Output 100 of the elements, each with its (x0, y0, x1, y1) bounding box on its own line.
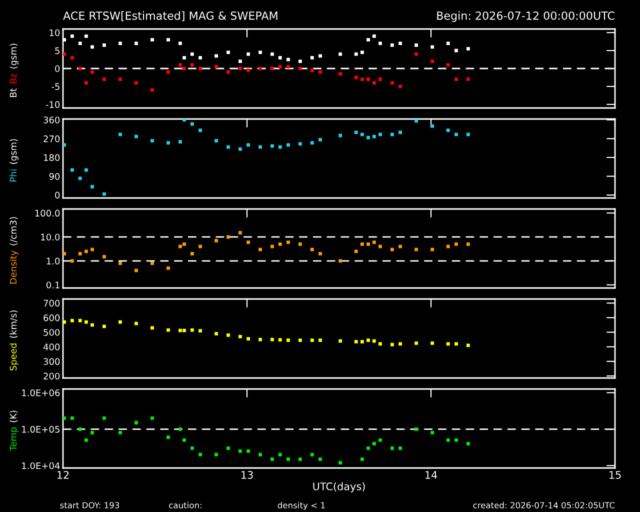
point (178, 244, 182, 248)
point (466, 242, 470, 246)
point (246, 68, 250, 72)
point (270, 66, 274, 70)
point (310, 338, 314, 342)
point (278, 338, 282, 342)
point (378, 244, 382, 248)
point (366, 38, 370, 42)
point (198, 244, 202, 248)
point (238, 66, 242, 70)
point (198, 452, 202, 456)
point (270, 244, 274, 248)
y-axis-title: (/cm3) (10, 217, 18, 246)
text: Phi (10, 170, 16, 182)
point (78, 427, 82, 431)
point (454, 342, 458, 346)
point (454, 48, 458, 52)
point (446, 244, 450, 248)
point (226, 145, 230, 149)
point (360, 457, 364, 461)
point (286, 143, 290, 147)
point (454, 132, 458, 136)
point (354, 52, 358, 56)
point (198, 329, 202, 332)
point (182, 242, 186, 246)
point (118, 78, 122, 81)
point (238, 231, 242, 234)
point (102, 416, 106, 420)
point (366, 338, 370, 342)
point (390, 132, 394, 136)
point (178, 427, 182, 431)
point (78, 318, 82, 322)
y-tick-label: 600 (44, 314, 60, 322)
point (390, 248, 394, 252)
x-axis-title: UTC(days) (313, 482, 365, 492)
point (134, 134, 138, 138)
point (390, 342, 394, 346)
point (118, 262, 122, 265)
point (414, 52, 418, 56)
point (258, 66, 262, 70)
point (466, 442, 470, 446)
point (214, 54, 218, 58)
point (90, 70, 94, 74)
point (178, 140, 182, 144)
point (366, 78, 370, 81)
y-tick-label: 100.0 (35, 210, 60, 217)
point (310, 68, 314, 72)
text: Speed (10, 344, 18, 370)
point (446, 438, 450, 442)
x-tick-label: 13 (242, 470, 253, 479)
point (90, 45, 94, 49)
point (78, 176, 82, 180)
point (70, 56, 74, 60)
point (446, 128, 450, 132)
point (166, 141, 170, 145)
point (182, 66, 186, 70)
point (310, 452, 314, 456)
point (90, 185, 94, 188)
y-axis-title: (gsm) (10, 139, 18, 164)
point (390, 43, 394, 47)
point (70, 259, 74, 263)
point (78, 42, 82, 46)
point (182, 328, 186, 332)
point (378, 42, 382, 46)
point (118, 430, 122, 434)
point (466, 132, 470, 136)
point (190, 122, 194, 126)
point (354, 130, 358, 134)
point (360, 340, 364, 344)
point (102, 324, 106, 328)
point (198, 66, 202, 70)
point (270, 144, 274, 148)
y-tick-label: 1.0 (46, 258, 60, 264)
point (63, 38, 66, 42)
point (430, 60, 434, 64)
point (258, 452, 262, 456)
y-tick-label: 400 (43, 344, 60, 350)
point (63, 52, 66, 56)
x-tick-label: 15 (610, 471, 621, 479)
point (246, 337, 250, 340)
point (84, 438, 88, 442)
y-tick-label: 90 (49, 172, 60, 180)
point (318, 252, 322, 256)
text: created: 2026-07-14 05:02:05UTC (473, 502, 615, 508)
point (118, 42, 122, 46)
point (70, 416, 74, 420)
point (338, 339, 342, 343)
y-tick-label: 5 (55, 47, 60, 54)
text: Bt (10, 88, 16, 97)
point (414, 427, 418, 431)
point (298, 457, 302, 461)
point (286, 58, 290, 62)
point (366, 136, 370, 140)
point (84, 81, 88, 85)
y-tick-label: -5 (52, 83, 60, 90)
point (70, 318, 74, 322)
text: density < 1 (278, 502, 325, 510)
point (398, 84, 402, 88)
point (338, 134, 342, 138)
point (190, 328, 194, 332)
